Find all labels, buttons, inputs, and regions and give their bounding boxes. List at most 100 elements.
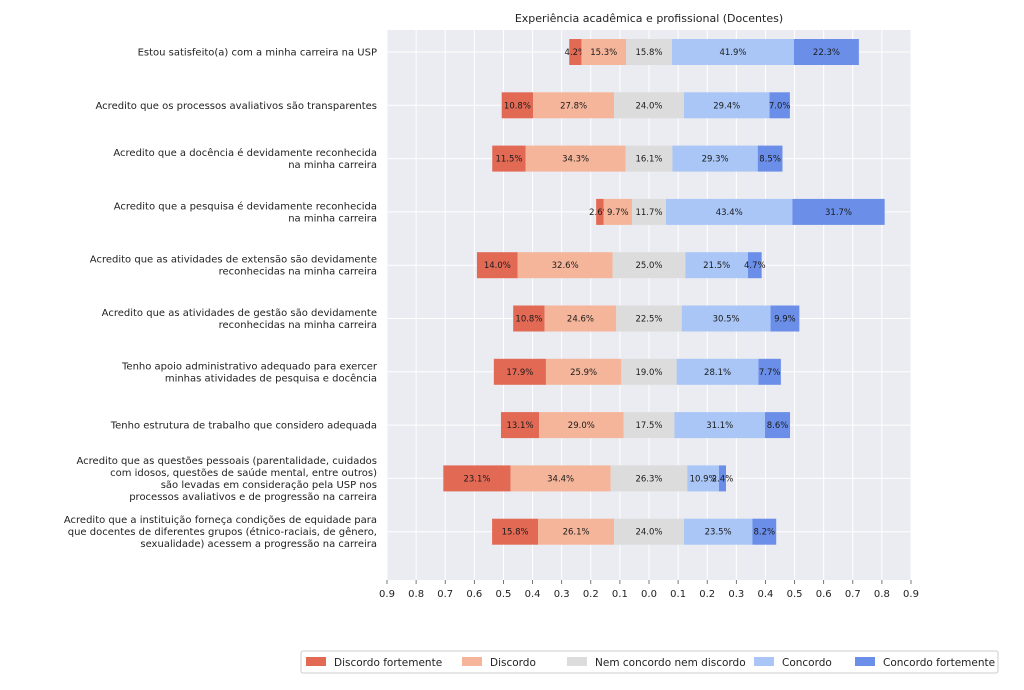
category-label: Acredito que a instituição forneça condi… <box>64 515 377 526</box>
bar-segment <box>517 252 613 279</box>
bar-value-label: 11.5% <box>495 155 522 165</box>
bar-value-label: 15.3% <box>590 48 617 58</box>
bar-segment <box>596 198 604 225</box>
bar-segment <box>616 305 682 332</box>
bar-segment <box>687 465 720 492</box>
bar-segment <box>539 412 624 439</box>
bar-value-label: 26.3% <box>635 474 662 484</box>
legend-label: Concordo <box>782 657 832 669</box>
bar-value-label: 34.4% <box>547 474 574 484</box>
x-tick-label: 0.4 <box>757 589 773 600</box>
bar-value-label: 8.5% <box>759 155 781 165</box>
legend-swatch <box>567 657 587 666</box>
x-tick-label: 0.7 <box>845 589 861 600</box>
bar-segment <box>544 305 617 332</box>
bar-segment <box>569 39 582 65</box>
category-label: Acredito que a pesquisa é devidamente re… <box>114 200 377 212</box>
category-label: Acredito que os processos avaliativos sã… <box>96 101 377 112</box>
category-label: processos avaliativos e de progressão na… <box>129 492 377 503</box>
bar-segment <box>614 92 684 119</box>
bar-value-label: 8.6% <box>767 421 789 431</box>
legend-swatch <box>754 657 774 666</box>
bar-segment <box>770 305 800 332</box>
bar-segment <box>683 92 770 119</box>
bar-segment <box>621 358 677 385</box>
bar-segment <box>513 305 545 332</box>
bar-value-label: 24.0% <box>635 101 662 111</box>
bar-segment <box>476 252 518 279</box>
chart-title: Experiência acadêmica e profissional (Do… <box>515 12 783 25</box>
bar-value-label: 22.5% <box>635 315 662 325</box>
bar-value-label: 34.3% <box>562 155 589 165</box>
bar-segment <box>792 198 885 225</box>
bar-segment <box>623 412 675 439</box>
bar-segment <box>610 465 688 492</box>
bar-segment <box>747 252 762 279</box>
bar-segment <box>769 92 790 119</box>
bar-segment <box>492 145 526 172</box>
bar-value-label: 15.8% <box>502 528 529 538</box>
bar-value-label: 15.8% <box>635 48 662 58</box>
x-tick-label: 0.8 <box>874 589 890 600</box>
bar-value-label: 23.5% <box>705 528 732 538</box>
bar-value-label: 10.8% <box>504 101 531 111</box>
bar-segment <box>685 252 748 279</box>
bar-value-label: 17.9% <box>506 368 533 378</box>
x-tick-label: 0.3 <box>554 589 570 600</box>
bar-segment <box>581 39 627 65</box>
category-label: Tenho estrutura de trabalho que consider… <box>110 421 377 432</box>
bar-segment <box>752 518 777 545</box>
bar-segment <box>757 145 783 172</box>
bar-value-label: 25.9% <box>570 368 597 378</box>
x-tick-label: 0.9 <box>379 589 395 600</box>
bars: 4.2% 15.3% 15.8% 41.9% 22.3% 10.8% 27.8% 24.0% 2… <box>443 39 885 545</box>
x-tick-label: 0.2 <box>699 589 715 600</box>
bar-value-label: 29.3% <box>702 155 729 165</box>
bar-value-label: 11.7% <box>635 208 662 218</box>
bar-value-label: 31.7% <box>825 208 852 218</box>
bar-value-label: 24.0% <box>635 528 662 538</box>
bar-value-label: 7.7% <box>759 368 781 378</box>
bar-value-label: 26.1% <box>563 528 590 538</box>
bar-value-label: 13.1% <box>507 421 534 431</box>
bar-segment <box>501 92 534 119</box>
category-label: Acredito que as atividades de gestão são… <box>102 308 377 319</box>
bar-segment <box>614 518 684 545</box>
bar-value-label: 17.5% <box>635 421 662 431</box>
bar-segment <box>625 145 673 172</box>
bar-value-label: 24.6% <box>567 315 594 325</box>
category-label: na minha carreira <box>288 213 377 224</box>
legend-label: Discordo <box>490 657 536 669</box>
bar-value-label: 25.0% <box>635 261 662 271</box>
bar-segment <box>758 358 781 385</box>
bar-value-label: 28.1% <box>704 368 731 378</box>
category-label: reconhecidas na minha carreira <box>219 267 377 278</box>
x-tick-label: 0.6 <box>816 589 832 600</box>
x-tick-label: 0.1 <box>612 589 628 600</box>
legend: Discordo fortemente Discordo Nem concordo … <box>300 650 999 674</box>
x-tick-label: 0.5 <box>495 589 511 600</box>
category-labels: Estou satisfeito(a) com a minha carreira… <box>64 48 378 551</box>
x-tick-label: 0.4 <box>525 589 541 600</box>
bar-segment <box>500 412 540 439</box>
bar-segment <box>631 198 667 225</box>
bar-value-label: 31.1% <box>706 421 733 431</box>
bar-value-label: 21.5% <box>703 261 730 271</box>
bar-segment <box>525 145 626 172</box>
bar-segment <box>765 412 791 439</box>
category-label: sexualidade) acessem a progressão na car… <box>140 539 377 550</box>
bar-value-label: 29.4% <box>713 101 740 111</box>
category-label: que docentes de diferentes grupos (étnic… <box>68 526 377 538</box>
bar-value-label: 29.0% <box>568 421 595 431</box>
bar-segment <box>674 412 766 439</box>
bar-segment <box>626 39 672 65</box>
bar-value-label: 43.4% <box>716 208 743 218</box>
category-label: reconhecidas na minha carreira <box>219 320 377 331</box>
bar-segment <box>671 39 794 65</box>
bar-segment <box>538 518 615 545</box>
x-tick-label: 0.6 <box>466 589 482 600</box>
legend-swatch <box>306 657 326 666</box>
x-tick-label: 0.5 <box>787 589 803 600</box>
category-label: minhas atividades de pesquisa e docência <box>165 372 377 384</box>
